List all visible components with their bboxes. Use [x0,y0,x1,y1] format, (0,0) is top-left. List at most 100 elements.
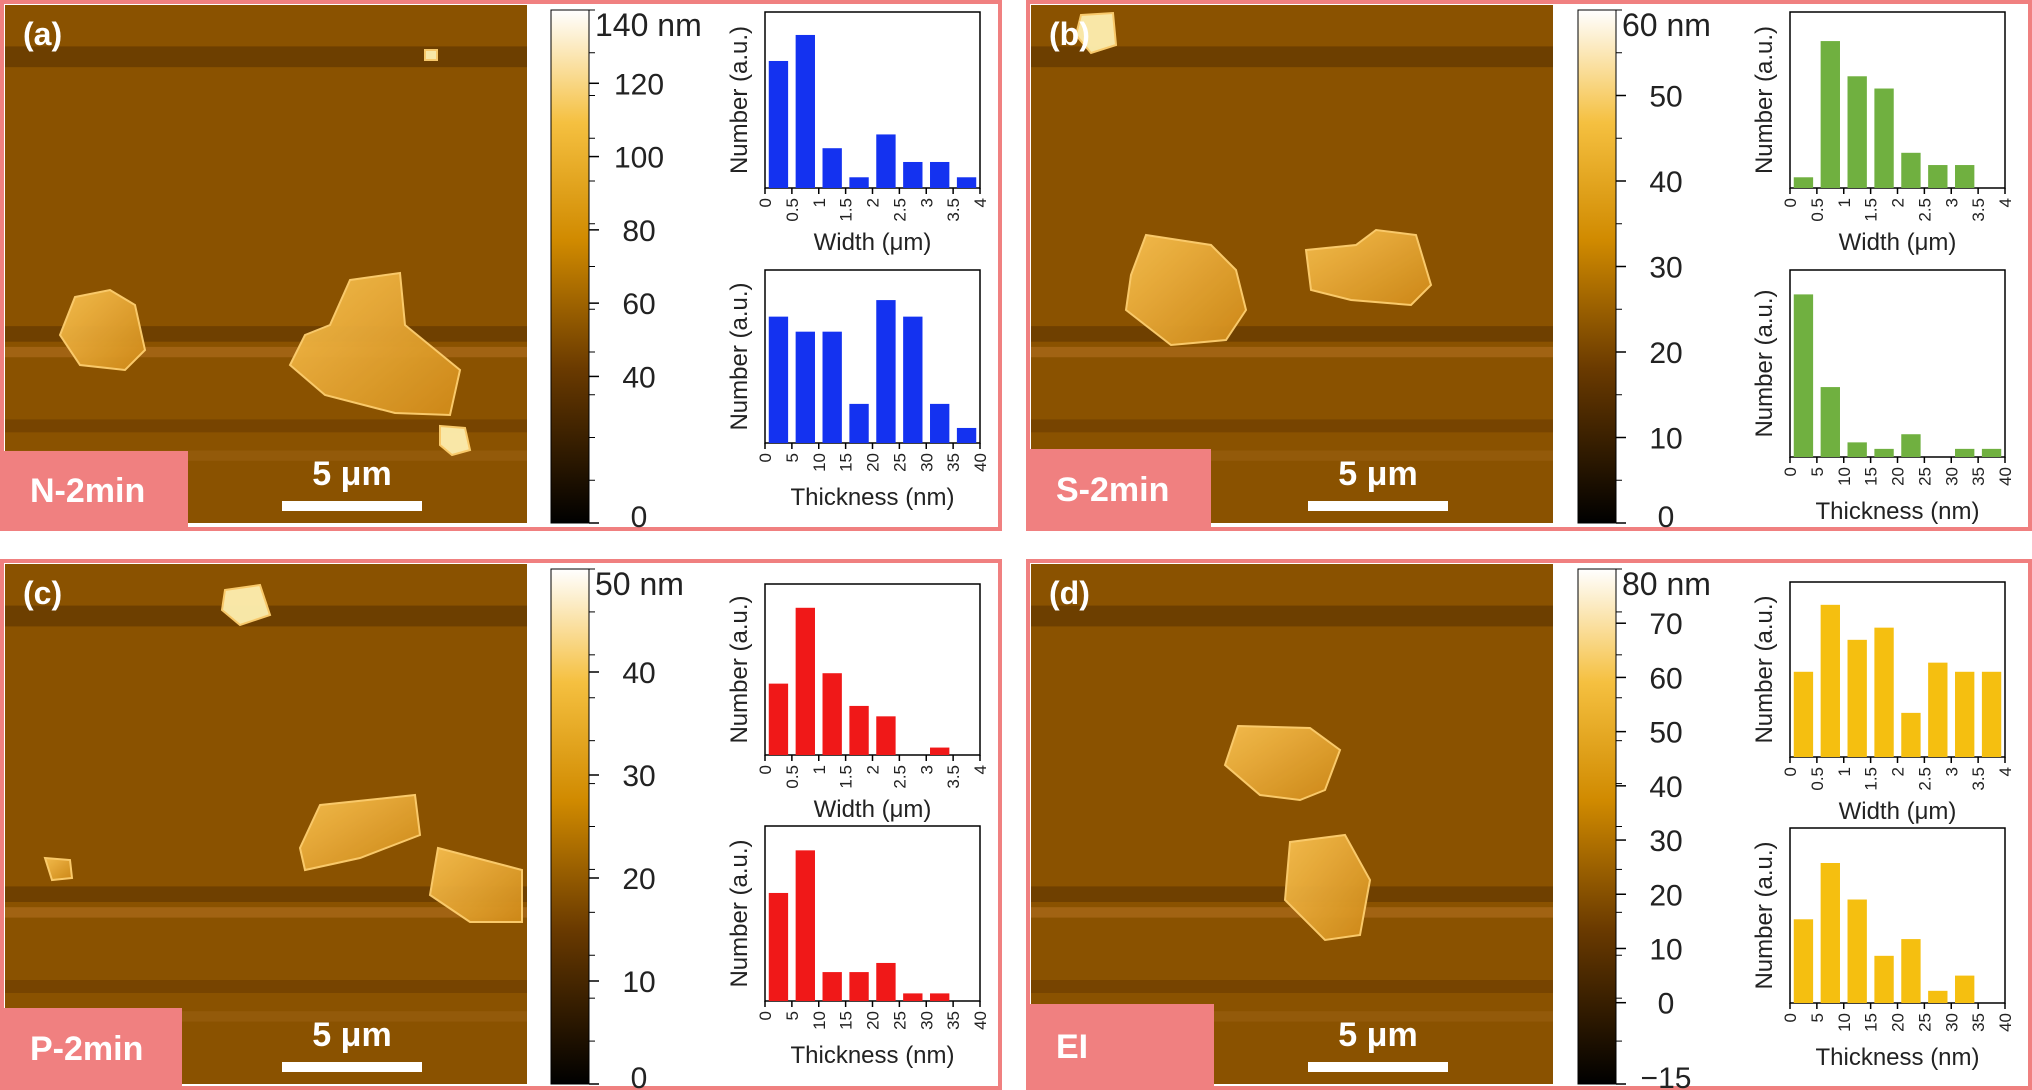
y-axis-label: Number (a.u.) [726,595,753,743]
afm-background [5,564,527,1084]
x-tick-label: 3 [1942,198,1961,207]
bar [795,331,815,443]
bar [768,683,789,755]
colorbar-tick-label: 100 [614,142,664,175]
bar [956,177,977,188]
afm-background [1031,564,1553,1084]
bar [1847,442,1867,457]
x-tick-label: 4 [1996,767,2015,776]
x-tick-label: 0 [756,765,775,774]
bar [903,993,923,1001]
x-tick-label: 35 [1969,1013,1988,1032]
flake-2 [288,271,462,417]
sample-tag-label: P-2min [30,1030,143,1068]
x-tick-label: 40 [1996,1013,2015,1032]
x-tick-label: 0 [1781,767,1800,776]
x-axis-label: Thickness (nm) [790,1042,954,1069]
scan-streak-5 [5,450,527,461]
scan-streak-4 [5,980,527,993]
sample-tag [1028,449,1211,529]
colorbar: 60 nm 50 40 30 20 10 0 [1577,7,1711,534]
bar [1901,939,1921,1003]
colorbar-gradient [1577,568,1617,1085]
x-tick-label: 20 [864,453,883,472]
colorbar-gradient [550,568,590,1085]
colorbar-max-label: 140 nm [595,7,702,43]
bar [903,161,923,188]
x-tick-label: 10 [1835,467,1854,486]
y-axis-label: Number (a.u.) [726,282,753,430]
x-tick-label: 1.5 [837,765,856,789]
x-axis-label: Width (μm) [1839,229,1957,256]
x-tick-label: 3.5 [1969,767,1988,791]
panel-frame [1026,0,2032,531]
bar [903,316,923,443]
bar [1820,863,1840,1003]
x-tick-label: 35 [1969,467,1988,486]
x-tick-label: 25 [890,1011,909,1030]
x-tick-label: 30 [917,453,936,472]
x-axis-label: Width (μm) [1839,798,1957,825]
x-tick-label: 2 [864,198,883,207]
bar [822,673,842,755]
scan-streak-1 [5,46,527,68]
bar [1928,990,1948,1003]
flake-1 [1124,233,1248,347]
x-axis-label: Thickness (nm) [1815,498,1979,525]
afm-image: (b) 5 μm [1031,5,1553,523]
x-tick-label: 2 [1889,767,1908,776]
scale-bar [282,1062,422,1072]
panel-label: (d) [1049,575,1090,611]
scale-bar-label: 5 μm [1338,455,1417,493]
bar [930,993,950,1001]
colorbar-tick-label: 0 [631,1062,648,1090]
x-tick-label: 15 [1862,1013,1881,1032]
flake-2 [1283,833,1372,942]
x-tick-label: 0 [756,198,775,207]
x-axis-label: Width (μm) [814,229,932,256]
colorbar-tick-label: 20 [1649,879,1682,912]
x-tick-label: 1.5 [1862,767,1881,791]
x-tick-label: 0 [756,1011,775,1020]
bar [876,134,896,188]
colorbar-tick-label: 80 [622,215,655,248]
x-tick-label: 3 [917,765,936,774]
x-tick-label: 2 [1889,198,1908,207]
colorbar-tick-label: 120 [614,68,664,101]
x-tick-label: 25 [1915,467,1934,486]
scan-streak-4 [1031,980,1553,993]
x-tick-label: 4 [971,198,990,207]
colorbar-tick-label: 0 [1658,988,1675,1021]
colorbar-tick-label: 10 [622,966,655,999]
bar [1928,662,1948,757]
x-tick-label: 5 [783,453,802,462]
flake-3 [428,846,523,923]
x-tick-label: 0.5 [1808,767,1827,791]
flake-4 [424,49,438,61]
x-tick-label: 20 [1889,1013,1908,1032]
histogram-width: 0 0.5 1 1.5 2 2.5 3 3.5 4 Width (μm) Number (a.u.) [726,583,990,823]
colorbar-tick-label: 40 [1649,166,1682,199]
histogram-thickness: 0 5 10 15 20 25 30 35 40 Thickness (nm) Number (a.… [1751,827,2015,1071]
colorbar-tick-label: 60 [1649,662,1682,695]
x-tick-label: 0 [756,453,775,462]
colorbar-tick-label: 30 [1649,825,1682,858]
x-tick-label: 2.5 [890,765,909,789]
x-tick-label: 30 [1942,1013,1961,1032]
x-tick-label: 10 [1835,1013,1854,1032]
x-tick-label: 4 [1996,198,2015,207]
x-tick-label: 2.5 [890,198,909,222]
x-tick-label: 10 [810,453,829,472]
x-tick-label: 0.5 [783,198,802,222]
x-tick-label: 15 [837,1011,856,1030]
bar [768,892,789,1001]
bar [1874,955,1894,1003]
x-tick-label: 5 [1808,1013,1827,1022]
bar [876,962,896,1001]
panel-label: (a) [23,16,62,52]
y-axis-label: Number (a.u.) [1751,841,1778,989]
x-tick-label: 3.5 [944,765,963,789]
histogram-width: 0 0.5 1 1.5 2 2.5 3 3.5 4 Width (μm) Number (a.u.) [1751,11,2015,256]
colorbar: 80 nm 70 60 50 40 30 20 10 0 −15 [1577,566,1711,1090]
